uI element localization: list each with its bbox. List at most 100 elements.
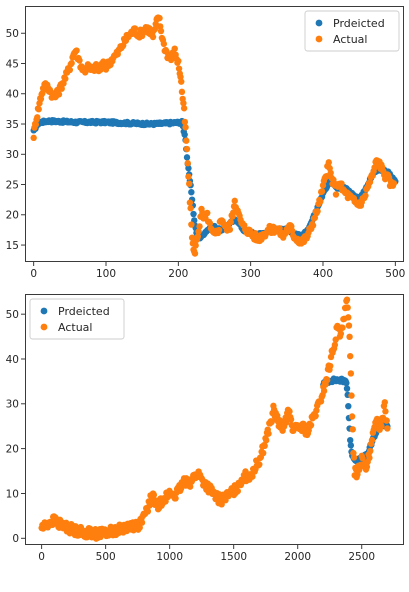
data-point	[131, 25, 139, 32]
data-point	[313, 407, 320, 414]
data-point	[348, 413, 356, 420]
data-point	[177, 485, 185, 493]
y-tick-label: 25	[6, 179, 19, 191]
data-point	[55, 91, 63, 98]
data-point	[339, 324, 346, 331]
data-point	[191, 250, 199, 257]
y-tick-label: 0	[12, 533, 19, 545]
data-point	[149, 33, 157, 41]
data-point	[35, 106, 42, 113]
data-point	[347, 352, 354, 360]
data-point	[178, 88, 186, 96]
data-point	[263, 437, 270, 444]
data-point	[312, 412, 319, 420]
data-point	[289, 227, 296, 235]
data-point	[185, 180, 193, 187]
legend-marker	[40, 323, 48, 331]
data-point	[287, 416, 295, 423]
data-point	[345, 314, 352, 321]
data-point	[259, 449, 267, 457]
y-tick-label: 15	[6, 240, 19, 252]
data-point	[194, 233, 202, 240]
data-point	[150, 491, 158, 499]
data-point	[34, 114, 41, 121]
data-point	[157, 27, 165, 35]
data-point	[311, 214, 319, 221]
data-point	[366, 454, 373, 462]
data-point	[184, 160, 191, 167]
data-point	[337, 330, 345, 337]
data-point	[144, 508, 152, 515]
data-point	[32, 121, 40, 128]
data-point	[138, 519, 146, 526]
y-tick-label: 30	[6, 399, 19, 411]
data-point	[192, 242, 199, 249]
x-tick-label: 500	[385, 268, 405, 280]
data-point	[349, 426, 356, 433]
data-point	[309, 222, 317, 229]
data-point	[175, 65, 183, 72]
data-point	[317, 198, 324, 205]
data-point	[151, 25, 159, 33]
y-tick-label: 20	[6, 443, 19, 455]
x-tick-label: 500	[96, 551, 116, 563]
data-point	[58, 85, 65, 92]
data-point	[188, 221, 195, 228]
data-point	[359, 455, 366, 462]
data-point	[195, 228, 202, 235]
chart-bottom: 0 500 1000 1500 2000 2500 0 10 20 30 40 50 Prdeicted…	[6, 294, 404, 563]
data-point	[227, 218, 234, 226]
data-point	[381, 399, 388, 406]
legend: Prdeicted Actual	[29, 298, 125, 340]
data-point	[390, 180, 398, 187]
data-point	[206, 220, 214, 227]
x-tick-label: 200	[168, 268, 188, 280]
data-point	[344, 304, 351, 311]
data-point	[186, 483, 194, 490]
data-point	[314, 208, 321, 215]
y-tick-label: 45	[6, 58, 19, 70]
y-tick-label: 35	[6, 119, 19, 131]
data-point	[73, 47, 80, 54]
plot-area	[38, 296, 391, 542]
data-point	[242, 468, 249, 475]
data-point	[363, 463, 371, 471]
data-point	[268, 418, 275, 426]
data-point	[318, 188, 326, 195]
data-point	[62, 75, 69, 82]
x-tick-label: 1000	[156, 551, 183, 563]
x-tick-label: 400	[313, 268, 333, 280]
data-point	[366, 178, 374, 186]
data-point	[175, 57, 182, 65]
data-point	[249, 473, 256, 480]
data-point	[180, 105, 188, 112]
data-point	[382, 408, 389, 415]
data-point	[348, 392, 355, 399]
legend-frame	[304, 10, 400, 52]
legend-marker	[315, 19, 323, 27]
data-point	[231, 197, 238, 205]
data-point	[156, 14, 163, 22]
legend: Prdeicted Actual	[304, 10, 400, 52]
data-point	[343, 385, 351, 392]
x-tick-label: 1500	[220, 551, 247, 563]
data-point	[187, 205, 194, 212]
data-point	[384, 425, 391, 432]
legend-label: Prdeicted	[58, 305, 110, 318]
legend-label: Actual	[58, 321, 92, 334]
legend-label: Actual	[333, 33, 367, 46]
data-point	[172, 495, 179, 502]
legend-frame	[29, 298, 125, 340]
series-actual	[38, 296, 391, 542]
x-tick-label: 0	[30, 268, 37, 280]
legend-marker	[40, 307, 48, 315]
y-tick-label: 10	[6, 488, 19, 500]
data-point	[68, 59, 75, 67]
x-tick-label: 300	[241, 268, 261, 280]
y-tick-label: 50	[6, 309, 19, 321]
data-point	[338, 180, 345, 187]
data-point	[347, 442, 355, 449]
data-point	[183, 154, 191, 161]
legend-label: Prdeicted	[333, 17, 385, 30]
data-point	[183, 145, 191, 153]
